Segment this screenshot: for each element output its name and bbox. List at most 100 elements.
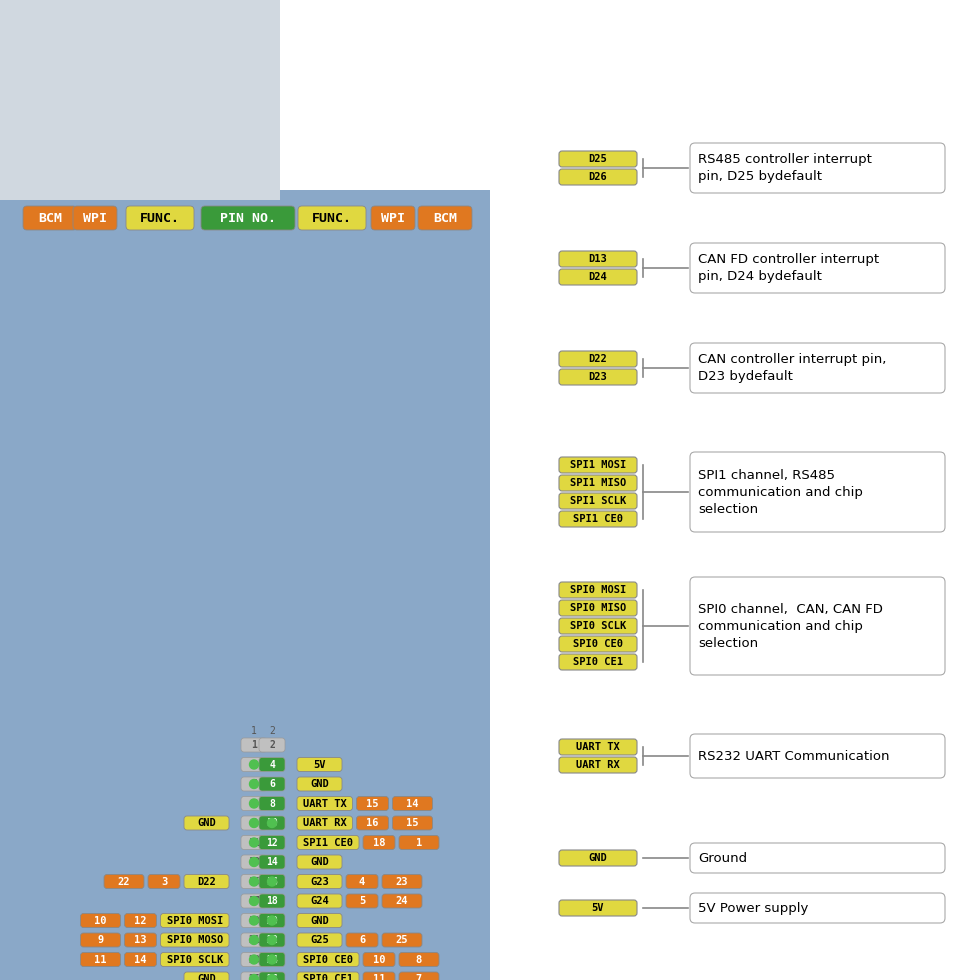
FancyBboxPatch shape [690, 843, 945, 873]
FancyBboxPatch shape [559, 151, 637, 167]
Text: 24: 24 [266, 955, 277, 964]
Text: SPI0 SCLK: SPI0 SCLK [570, 621, 626, 631]
Text: D25: D25 [588, 154, 608, 164]
Circle shape [268, 877, 276, 886]
Text: 25: 25 [248, 974, 260, 980]
FancyBboxPatch shape [418, 206, 472, 230]
Circle shape [250, 799, 258, 808]
FancyBboxPatch shape [346, 933, 378, 947]
Text: 25: 25 [396, 935, 408, 945]
FancyBboxPatch shape [559, 475, 637, 491]
Text: 14: 14 [266, 857, 277, 867]
Text: GND: GND [310, 857, 329, 867]
Text: D24: D24 [588, 272, 608, 282]
Circle shape [250, 897, 258, 906]
Text: 9: 9 [252, 818, 257, 828]
FancyBboxPatch shape [241, 953, 267, 966]
Text: SPI0 CE1: SPI0 CE1 [573, 657, 623, 667]
FancyBboxPatch shape [559, 900, 637, 916]
FancyBboxPatch shape [73, 206, 117, 230]
Circle shape [268, 955, 276, 964]
Text: D23: D23 [588, 372, 608, 382]
Text: SPI0 CE1: SPI0 CE1 [303, 974, 353, 980]
FancyBboxPatch shape [241, 777, 267, 791]
FancyBboxPatch shape [382, 894, 422, 908]
FancyBboxPatch shape [297, 894, 342, 908]
FancyBboxPatch shape [241, 933, 267, 947]
Text: 10: 10 [266, 818, 277, 828]
Text: SPI0 MOSI: SPI0 MOSI [570, 585, 626, 595]
Text: 5V Power supply: 5V Power supply [698, 902, 808, 914]
Circle shape [268, 974, 276, 980]
Text: 17: 17 [248, 896, 260, 906]
FancyBboxPatch shape [399, 953, 439, 966]
Text: 16: 16 [367, 818, 379, 828]
Text: 9: 9 [97, 935, 104, 945]
FancyBboxPatch shape [184, 874, 229, 889]
Text: 8: 8 [269, 799, 275, 808]
Circle shape [268, 818, 276, 827]
FancyBboxPatch shape [160, 953, 229, 966]
Text: 3: 3 [252, 760, 257, 769]
Circle shape [250, 858, 258, 866]
Text: 15: 15 [248, 876, 260, 887]
Text: 18: 18 [372, 838, 385, 848]
FancyBboxPatch shape [0, 190, 490, 980]
FancyBboxPatch shape [259, 953, 285, 966]
FancyBboxPatch shape [259, 836, 285, 850]
FancyBboxPatch shape [559, 511, 637, 527]
Text: UART TX: UART TX [302, 799, 347, 808]
FancyBboxPatch shape [559, 654, 637, 670]
FancyBboxPatch shape [184, 816, 229, 830]
FancyBboxPatch shape [241, 972, 267, 980]
Text: 5: 5 [359, 896, 365, 906]
FancyBboxPatch shape [559, 850, 637, 866]
Text: BCM: BCM [433, 212, 457, 224]
Text: 19: 19 [248, 915, 260, 925]
FancyBboxPatch shape [259, 777, 285, 791]
FancyBboxPatch shape [241, 797, 267, 810]
FancyBboxPatch shape [241, 855, 267, 869]
FancyBboxPatch shape [559, 369, 637, 385]
FancyBboxPatch shape [559, 582, 637, 598]
Text: 1: 1 [252, 740, 257, 750]
Text: WPI: WPI [83, 212, 107, 224]
Circle shape [250, 760, 258, 769]
Circle shape [250, 955, 258, 964]
Text: 6: 6 [269, 779, 275, 789]
Text: 26: 26 [266, 974, 277, 980]
Text: 7: 7 [252, 799, 257, 808]
FancyBboxPatch shape [81, 953, 121, 966]
FancyBboxPatch shape [241, 874, 267, 889]
Text: 21: 21 [248, 935, 260, 945]
FancyBboxPatch shape [690, 452, 945, 532]
Text: 10: 10 [94, 915, 107, 925]
Text: 12: 12 [266, 838, 277, 848]
Text: FUNC.: FUNC. [312, 212, 352, 224]
FancyBboxPatch shape [241, 758, 267, 771]
FancyBboxPatch shape [690, 243, 945, 293]
Text: 11: 11 [94, 955, 107, 964]
FancyBboxPatch shape [241, 894, 267, 908]
Text: G25: G25 [310, 935, 329, 945]
FancyBboxPatch shape [559, 269, 637, 285]
Text: D13: D13 [588, 254, 608, 264]
Text: 22: 22 [118, 876, 131, 887]
Text: SPI0 channel,  CAN, CAN FD
communication and chip
selection: SPI0 channel, CAN, CAN FD communication … [698, 603, 883, 650]
Circle shape [268, 916, 276, 925]
Text: RS232 UART Communication: RS232 UART Communication [698, 750, 890, 762]
Text: 14: 14 [406, 799, 419, 808]
FancyBboxPatch shape [23, 206, 77, 230]
Text: FUNC.: FUNC. [140, 212, 180, 224]
FancyBboxPatch shape [259, 894, 285, 908]
Text: UART TX: UART TX [576, 742, 620, 752]
FancyBboxPatch shape [690, 893, 945, 923]
FancyBboxPatch shape [297, 758, 342, 771]
Text: SPI1 MOSI: SPI1 MOSI [570, 460, 626, 470]
FancyBboxPatch shape [241, 836, 267, 850]
FancyBboxPatch shape [160, 933, 229, 947]
Circle shape [268, 936, 276, 945]
Circle shape [250, 936, 258, 945]
FancyBboxPatch shape [371, 206, 415, 230]
Circle shape [250, 838, 258, 847]
